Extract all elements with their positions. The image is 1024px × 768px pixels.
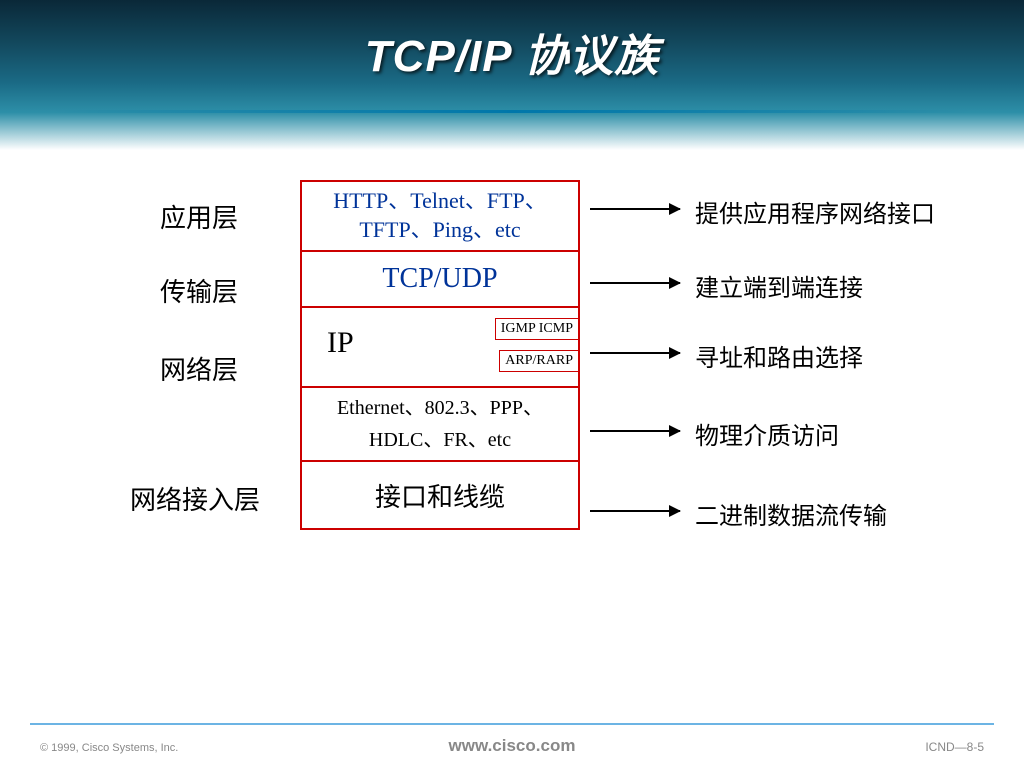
- layer-label-app: 应用层: [160, 198, 238, 235]
- desc-3: 寻址和路由选择: [695, 338, 863, 373]
- footer-url: www.cisco.com: [0, 736, 1024, 756]
- arrow-4: [590, 430, 680, 432]
- slide-title: TCP/IP 协议族: [365, 20, 659, 84]
- desc-5: 二进制数据流传输: [695, 496, 887, 531]
- diagram-content: 应用层 传输层 网络层 网络接入层 HTTP、Telnet、FTP、 TFTP、…: [0, 180, 1024, 708]
- cell-dl-line1: Ethernet、802.3、PPP、: [302, 392, 578, 424]
- subbox-arp-rarp: ARP/RARP: [499, 350, 579, 372]
- cell-ip-label: IP: [327, 326, 354, 360]
- cell-datalink: Ethernet、802.3、PPP、 HDLC、FR、etc: [302, 388, 578, 462]
- cell-dl-line2: HDLC、FR、etc: [302, 424, 578, 456]
- cell-application: HTTP、Telnet、FTP、 TFTP、Ping、etc: [302, 182, 578, 252]
- protocol-stack: HTTP、Telnet、FTP、 TFTP、Ping、etc TCP/UDP I…: [300, 180, 580, 530]
- layer-label-transport: 传输层: [160, 272, 238, 309]
- layer-label-network: 网络层: [160, 350, 238, 387]
- cell-physical: 接口和线缆: [302, 462, 578, 528]
- subbox-igmp-icmp: IGMP ICMP: [495, 318, 579, 340]
- cell-transport: TCP/UDP: [302, 252, 578, 308]
- layer-label-access: 网络接入层: [130, 480, 260, 517]
- cell-network: IP IGMP ICMP ARP/RARP: [302, 308, 578, 388]
- cell-app-line2: TFTP、Ping、etc: [302, 216, 578, 245]
- arrow-3: [590, 352, 680, 354]
- desc-4: 物理介质访问: [695, 416, 839, 451]
- desc-1: 提供应用程序网络接口: [695, 194, 935, 229]
- arrow-5: [590, 510, 680, 512]
- cell-app-line1: HTTP、Telnet、FTP、: [302, 187, 578, 216]
- slide-header: TCP/IP 协议族: [0, 0, 1024, 150]
- arrow-2: [590, 282, 680, 284]
- arrow-1: [590, 208, 680, 210]
- footer-page: ICND—8-5: [925, 740, 984, 754]
- slide-footer: © 1999, Cisco Systems, Inc. www.cisco.co…: [0, 723, 1024, 768]
- desc-2: 建立端到端连接: [695, 268, 863, 303]
